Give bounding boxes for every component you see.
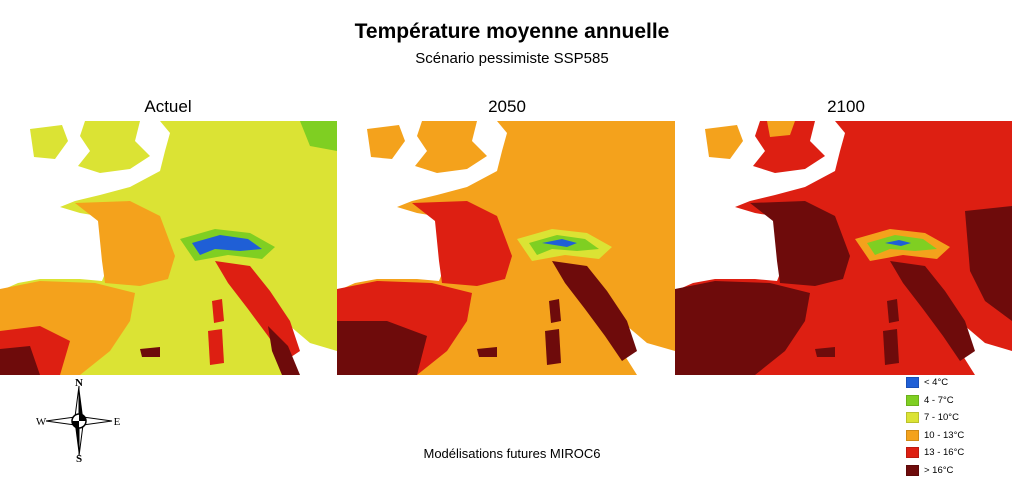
model-caption: Modélisations futures MIROC6 <box>0 446 1024 461</box>
land-sardinia <box>883 329 899 365</box>
compass-n: N <box>75 378 83 389</box>
legend-swatch <box>906 377 919 388</box>
land-ireland <box>705 125 743 159</box>
map-panel-2100 <box>675 121 1012 375</box>
land-corsica <box>549 299 561 323</box>
legend-swatch <box>906 412 919 423</box>
map-title: Température moyenne annuelle <box>0 20 1024 44</box>
map-panel-actuel <box>0 121 337 375</box>
legend-item: 10 - 13°C <box>906 427 1018 445</box>
map-panel-2050 <box>337 121 675 375</box>
legend-label: 4 - 7°C <box>924 395 954 406</box>
legend-item: 4 - 7°C <box>906 392 1018 410</box>
legend-label: > 16°C <box>924 465 953 476</box>
legend-swatch <box>906 465 919 476</box>
land-corsica <box>887 299 899 323</box>
compass-w: W <box>36 416 47 428</box>
land-sardinia <box>545 329 561 365</box>
land-britain <box>78 121 150 173</box>
land-ireland <box>367 125 405 159</box>
legend: < 4°C 4 - 7°C 7 - 10°C 10 - 13°C 13 - 16… <box>906 374 1018 479</box>
compass-e: E <box>114 416 121 428</box>
land-ireland <box>30 125 68 159</box>
land-sardinia <box>208 329 224 365</box>
land-corsica <box>212 299 224 323</box>
map-subtitle: Scénario pessimiste SSP585 <box>0 50 1024 67</box>
legend-label: < 4°C <box>924 377 948 388</box>
land-britain <box>415 121 487 173</box>
panel-label-2050: 2050 <box>407 97 607 117</box>
legend-label: 7 - 10°C <box>924 412 959 423</box>
legend-item: < 4°C <box>906 374 1018 392</box>
panel-label-actuel: Actuel <box>68 97 268 117</box>
legend-item: 7 - 10°C <box>906 409 1018 427</box>
legend-item: > 16°C <box>906 462 1018 479</box>
legend-swatch <box>906 430 919 441</box>
legend-label: 10 - 13°C <box>924 430 964 441</box>
panel-label-2100: 2100 <box>746 97 946 117</box>
legend-swatch <box>906 395 919 406</box>
